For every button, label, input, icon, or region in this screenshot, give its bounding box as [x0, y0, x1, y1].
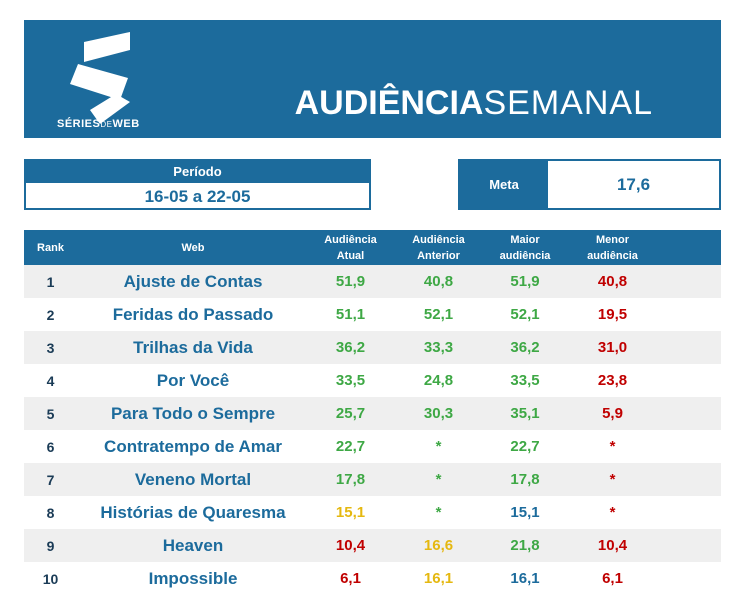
- menor-audiencia-cell: *: [609, 438, 616, 455]
- menor-audiencia-cell: 19,5: [597, 306, 628, 323]
- menor-audiencia-cell: 10,4: [597, 537, 628, 554]
- periodo-box: Período 16-05 a 22-05: [24, 159, 371, 210]
- table-row: 1 Ajuste de Contas 51,9 40,8 51,9 40,8: [24, 265, 721, 298]
- audiencia-anterior-cell: 30,3: [423, 405, 454, 422]
- table-row: 4 Por Você 33,5 24,8 33,5 23,8: [24, 364, 721, 397]
- maior-audiencia-cell: 21,8: [510, 537, 540, 554]
- audiencia-anterior-cell: 16,6: [423, 537, 454, 554]
- maior-audiencia-cell: 22,7: [510, 438, 540, 455]
- table-row: 2 Feridas do Passado 51,1 52,1 52,1 19,5: [24, 298, 721, 331]
- table-row: 6 Contratempo de Amar 22,7 * 22,7 *: [24, 430, 721, 463]
- rank-cell: 2: [46, 306, 55, 323]
- audiencia-atual-cell: 10,4: [335, 537, 366, 554]
- audiencia-atual-cell: 51,1: [335, 306, 366, 323]
- table-row: 3 Trilhas da Vida 36,2 33,3 36,2 31,0: [24, 331, 721, 364]
- maior-audiencia-cell: 33,5: [510, 372, 540, 389]
- web-name-cell: Ajuste de Contas: [123, 271, 263, 291]
- rank-cell: 8: [46, 504, 55, 521]
- maior-audiencia-cell: 36,2: [510, 339, 540, 356]
- table-row: 8 Histórias de Quaresma 15,1 * 15,1 *: [24, 496, 721, 529]
- web-name-cell: Para Todo o Sempre: [110, 403, 276, 423]
- maior-audiencia-cell: 51,9: [510, 273, 540, 290]
- web-name-cell: Histórias de Quaresma: [100, 502, 286, 522]
- table-row: 10 Impossible 6,1 16,1 16,1 6,1: [24, 562, 721, 595]
- table-row: 5 Para Todo o Sempre 25,7 30,3 35,1 5,9: [24, 397, 721, 430]
- audiencia-anterior-cell: 52,1: [423, 306, 454, 323]
- header-audiencia-atual: Audiência Atual: [324, 233, 377, 262]
- web-name-cell: Feridas do Passado: [112, 304, 274, 324]
- rank-cell: 6: [46, 438, 55, 455]
- periodo-label: Período: [26, 161, 369, 183]
- header-maior-audiencia: Maior audiência: [499, 233, 551, 262]
- audiencia-atual-cell: 51,9: [335, 273, 366, 290]
- audiencia-atual-cell: 17,8: [335, 471, 366, 488]
- rank-cell: 7: [46, 471, 55, 488]
- header-rank: Rank: [37, 241, 64, 254]
- page-title: AUDIÊNCIASEMANAL: [294, 84, 653, 122]
- rank-cell: 5: [46, 405, 55, 422]
- table-header: Rank Web Audiência Atual Audiência Anterio…: [24, 230, 721, 265]
- menor-audiencia-cell: *: [609, 471, 616, 488]
- menor-audiencia-cell: 40,8: [597, 273, 628, 290]
- audiencia-anterior-cell: *: [435, 471, 442, 488]
- table-row: 9 Heaven 10,4 16,6 21,8 10,4: [24, 529, 721, 562]
- menor-audiencia-cell: 6,1: [602, 570, 623, 587]
- rank-cell: 4: [46, 372, 55, 389]
- series-de-web-logo-icon: [70, 32, 130, 124]
- maior-audiencia-cell: 16,1: [510, 570, 540, 587]
- table-row: 7 Veneno Mortal 17,8 * 17,8 *: [24, 463, 721, 496]
- maior-audiencia-cell: 15,1: [510, 504, 540, 521]
- header-banner: SÉRIESDEWEB AUDIÊNCIASEMANAL: [24, 20, 721, 138]
- menor-audiencia-cell: 23,8: [597, 372, 628, 389]
- web-name-cell: Por Você: [156, 370, 230, 390]
- header-menor-audiencia: Menor audiência: [587, 233, 638, 262]
- audiencia-anterior-cell: 33,3: [423, 339, 454, 356]
- menor-audiencia-cell: 5,9: [602, 405, 623, 422]
- web-name-cell: Veneno Mortal: [134, 469, 252, 489]
- audiencia-atual-cell: 15,1: [335, 504, 366, 521]
- audiencia-anterior-cell: 40,8: [423, 273, 454, 290]
- web-name-cell: Impossible: [148, 568, 238, 588]
- audiencia-anterior-cell: *: [435, 504, 442, 521]
- web-name-cell: Trilhas da Vida: [133, 337, 253, 357]
- maior-audiencia-cell: 17,8: [510, 471, 540, 488]
- logo-text: SÉRIESDEWEB: [57, 118, 140, 130]
- periodo-value: 16-05 a 22-05: [144, 187, 251, 206]
- rank-cell: 10: [42, 570, 59, 587]
- audiencia-atual-cell: 22,7: [335, 438, 366, 455]
- header-web: Web: [181, 241, 205, 254]
- header-audiencia-anterior: Audiência Anterior: [412, 233, 465, 262]
- maior-audiencia-cell: 35,1: [510, 405, 540, 422]
- audiencia-atual-cell: 25,7: [335, 405, 366, 422]
- rank-cell: 3: [46, 339, 55, 356]
- maior-audiencia-cell: 52,1: [510, 306, 540, 323]
- web-name-cell: Contratempo de Amar: [104, 436, 282, 456]
- audiencia-anterior-cell: *: [435, 438, 442, 455]
- rank-cell: 1: [46, 273, 55, 290]
- meta-label: Meta: [460, 161, 548, 208]
- audiencia-atual-cell: 33,5: [335, 372, 366, 389]
- audience-table: Rank Web Audiência Atual Audiência Anterio…: [24, 230, 721, 595]
- table-body: 1 Ajuste de Contas 51,9 40,8 51,9 40,8 2 Ferida…: [24, 265, 721, 595]
- meta-box: Meta 17,6: [458, 159, 721, 210]
- audiencia-atual-cell: 6,1: [340, 570, 361, 587]
- menor-audiencia-cell: 31,0: [597, 339, 628, 356]
- rank-cell: 9: [46, 537, 55, 554]
- audiencia-anterior-cell: 16,1: [423, 570, 454, 587]
- menor-audiencia-cell: *: [609, 504, 616, 521]
- audiencia-anterior-cell: 24,8: [423, 372, 454, 389]
- meta-value: 17,6: [616, 174, 651, 194]
- audiencia-atual-cell: 36,2: [335, 339, 366, 356]
- web-name-cell: Heaven: [162, 535, 224, 555]
